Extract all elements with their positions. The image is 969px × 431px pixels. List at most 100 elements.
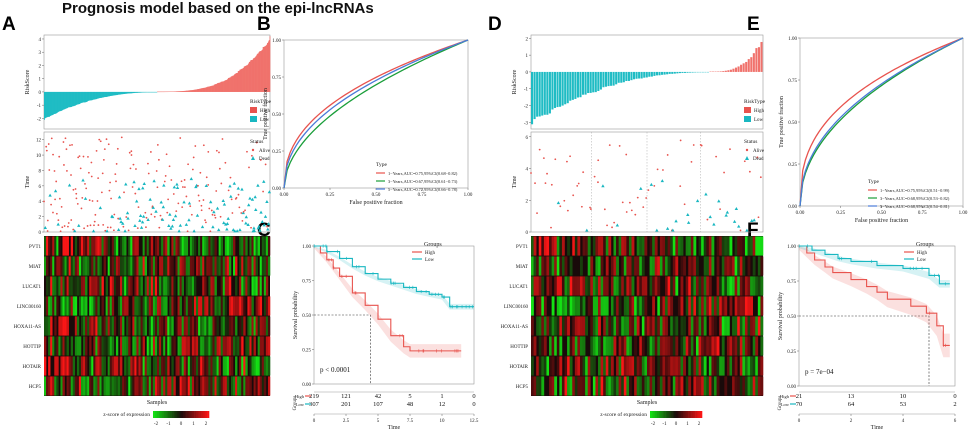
point-alive <box>50 203 52 206</box>
heatmap-cell <box>224 376 228 396</box>
heatmap-cell <box>595 276 599 296</box>
heatmap-cell <box>541 336 545 356</box>
bar-low <box>138 91 139 93</box>
point-dead <box>172 185 177 189</box>
bar-high <box>245 66 246 92</box>
heatmap-cell <box>109 276 113 296</box>
bar-low <box>584 71 587 95</box>
heatmap-cell <box>148 376 152 396</box>
point-dead <box>233 229 237 233</box>
point-alive <box>104 229 107 232</box>
bar-high <box>224 80 226 92</box>
heatmap-cell <box>708 236 712 256</box>
heatmap-cell <box>677 376 681 396</box>
colorbar-segment <box>164 411 167 418</box>
heatmap-cell <box>179 316 182 336</box>
heatmap-cell <box>561 296 565 316</box>
heatmap-cell <box>680 316 684 336</box>
heatmap-cell <box>711 236 715 256</box>
heatmap-cell <box>44 256 47 276</box>
heatmap-cell <box>134 316 137 336</box>
heatmap-cell <box>693 336 697 356</box>
bar-high <box>254 57 256 92</box>
heatmap-cell <box>538 376 542 396</box>
heatmap-cell <box>752 256 756 276</box>
heatmap-cell <box>220 336 224 356</box>
heatmap-cell <box>618 356 622 376</box>
heatmap-cell <box>171 296 174 316</box>
bar-low <box>56 91 58 113</box>
bar-high <box>249 61 251 92</box>
bar-low <box>120 91 121 95</box>
y-tick-label: 0.75 <box>302 280 311 285</box>
heatmap-cell <box>66 336 69 356</box>
bar-low <box>576 71 579 98</box>
point-alive <box>144 211 147 214</box>
heatmap-cell <box>757 296 761 316</box>
heatmap-cell <box>690 316 694 336</box>
bar-low <box>89 91 91 101</box>
point-dead <box>266 222 271 226</box>
heatmap-cell <box>56 356 59 376</box>
heatmap-cell <box>621 316 625 336</box>
point-dead <box>139 225 144 229</box>
bar-low <box>650 71 653 77</box>
heatmap-cell <box>750 356 753 376</box>
risk-table-cell: 201 <box>341 401 351 408</box>
heatmap-cell <box>181 376 185 396</box>
heatmap-cell <box>675 316 679 336</box>
heatmap-cell <box>148 316 152 336</box>
heatmap-cell <box>44 356 47 376</box>
heatmap-cell <box>726 236 730 256</box>
heatmap-cell <box>623 256 627 276</box>
point-dead <box>125 211 130 215</box>
bar-low <box>130 91 132 94</box>
x-tick-label: 0.50 <box>877 211 886 216</box>
bar-high <box>248 62 250 92</box>
heatmap-cell <box>639 296 643 316</box>
heatmap-cell <box>206 356 209 376</box>
heatmap-cell <box>154 336 158 356</box>
heatmap-cell <box>185 236 189 256</box>
point-alive <box>180 180 183 183</box>
y-tick-label: -3 <box>524 121 529 126</box>
gene-label: PVT1 <box>29 245 41 250</box>
heatmap-cell <box>132 296 135 316</box>
heatmap-cell <box>216 256 219 276</box>
heatmap-cell <box>83 276 86 296</box>
colorbar-segment <box>188 411 191 418</box>
heatmap-cell <box>89 316 92 336</box>
heatmap-cell <box>208 296 211 316</box>
heatmap-cell <box>78 276 82 296</box>
colorbar-segment <box>653 411 656 418</box>
bar-high <box>266 44 268 92</box>
bar-high <box>185 90 187 92</box>
km-ci-band <box>314 246 474 310</box>
heatmap-cell <box>210 376 213 396</box>
point-alive <box>52 211 54 214</box>
bar-high <box>188 90 190 92</box>
heatmap-cell <box>251 316 254 336</box>
heatmap-cell <box>193 376 197 396</box>
heatmap-cell <box>628 376 632 396</box>
colorbar-segment <box>677 411 680 418</box>
heatmap-cell <box>247 296 250 316</box>
point-alive <box>182 186 184 188</box>
colorbar-segment <box>689 411 692 418</box>
y-tick-label: 3 <box>39 51 42 56</box>
bar-low <box>54 91 56 114</box>
heatmap-cell <box>202 316 205 336</box>
point-alive <box>120 136 123 139</box>
heatmap-cell <box>200 236 203 256</box>
heatmap-cell <box>734 256 738 276</box>
bar-low <box>70 91 71 108</box>
heatmap-cell <box>89 256 92 276</box>
point-dead <box>123 229 127 233</box>
heatmap-cell <box>85 356 88 376</box>
heatmap-cell <box>659 356 663 376</box>
heatmap-cell <box>708 276 712 296</box>
bar-high <box>261 50 263 92</box>
heatmap-cell <box>62 256 65 276</box>
panel-letter-d: D <box>488 14 502 35</box>
bar-high <box>229 77 230 92</box>
